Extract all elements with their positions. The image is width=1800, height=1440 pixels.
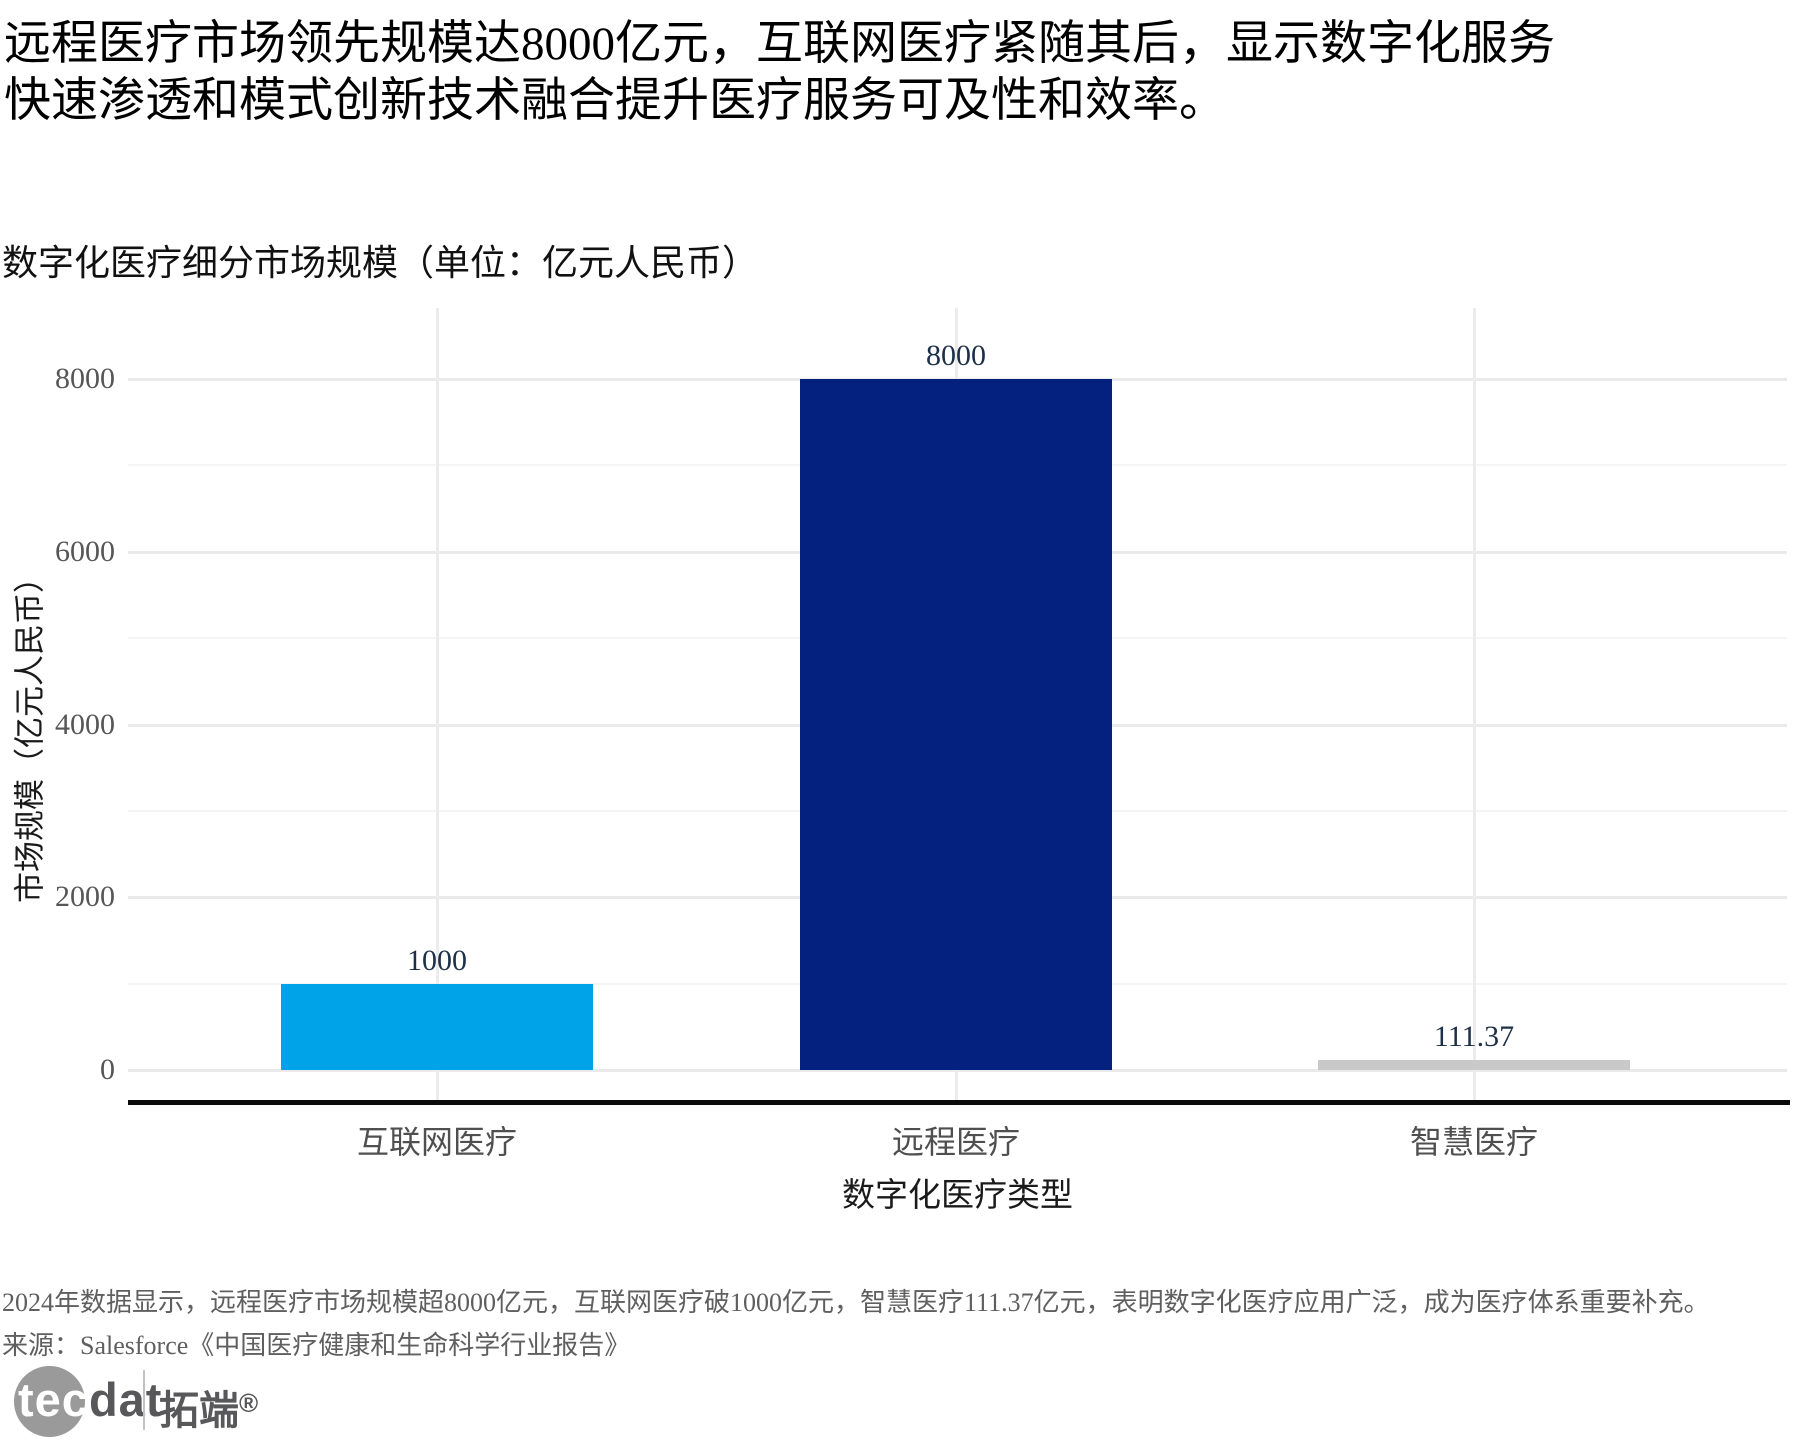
logo-circle-icon	[14, 1366, 85, 1437]
x-tick-label-智慧医疗: 智慧医疗	[1409, 1124, 1538, 1160]
y-tick-label-8000: 8000	[55, 362, 115, 395]
bar-远程医疗	[800, 379, 1112, 1070]
y-tick-label-4000: 4000	[55, 707, 115, 741]
y-axis-title: 市场规模（亿元人民币）	[12, 562, 48, 903]
y-tick-label-6000: 6000	[55, 534, 115, 568]
bar-智慧医疗	[1318, 1060, 1630, 1070]
y-tick-label-0: 0	[100, 1053, 115, 1086]
footer-note: 2024年数据显示，远程医疗市场规模超8000亿元，互联网医疗破1000亿元，智…	[2, 1288, 1710, 1317]
bar-互联网医疗	[281, 983, 593, 1070]
x-axis-title: 数字化医疗类型	[842, 1178, 1073, 1214]
logo-tec: tec	[18, 1373, 89, 1426]
footer: 2024年数据显示，远程医疗市场规模超8000亿元，互联网医疗破1000亿元，智…	[2, 1286, 1710, 1363]
bar-value-远程医疗: 8000	[926, 339, 986, 372]
x-tick-label-远程医疗: 远程医疗	[891, 1124, 1020, 1160]
logo-dat: dat	[88, 1373, 163, 1426]
headline-line-1: 远程医疗市场领先规模达8000亿元，互联网医疗紧随其后，显示数字化服务	[4, 18, 1555, 70]
chart-title: 数字化医疗细分市场规模（单位：亿元人民币）	[2, 243, 759, 283]
headline-line-2: 快速渗透和模式创新技术融合提升医疗服务可及性和效率。	[4, 75, 1226, 127]
vertical-gridline-互联网医疗	[436, 308, 439, 1102]
headline: 远程医疗市场领先规模达8000亿元，互联网医疗紧随其后，显示数字化服务 快速渗透…	[4, 16, 1800, 130]
logo-chinese-name: 拓端®	[159, 1388, 259, 1433]
bar-value-互联网医疗: 1000	[407, 943, 467, 977]
vertical-gridline-智慧医疗	[1473, 308, 1476, 1102]
x-tick-label-互联网医疗: 互联网医疗	[356, 1124, 517, 1160]
x-axis-line	[128, 1100, 1790, 1105]
bar-value-智慧医疗: 111.37	[1433, 1020, 1515, 1054]
registered-mark: ®	[239, 1388, 259, 1418]
logo-wordmark: tecdat	[18, 1372, 162, 1427]
y-tick-label-2000: 2000	[55, 880, 115, 914]
logo-divider	[143, 1370, 145, 1430]
footer-source: 来源：Salesforce《中国医疗健康和生命科学行业报告》	[2, 1331, 631, 1360]
